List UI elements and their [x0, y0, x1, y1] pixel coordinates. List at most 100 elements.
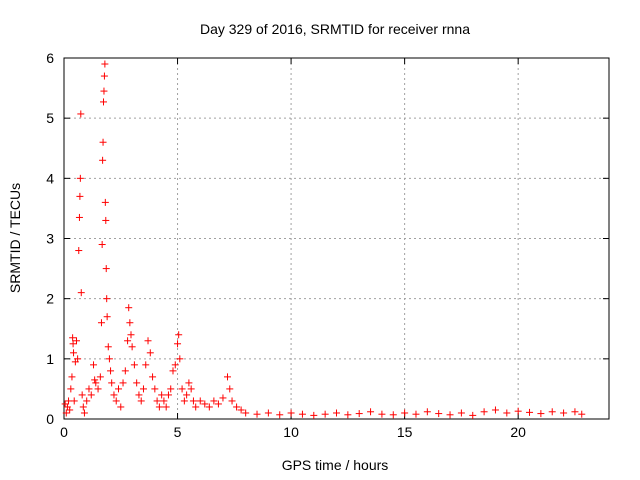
- data-point: [537, 410, 545, 418]
- data-point: [503, 409, 511, 417]
- data-point: [264, 409, 272, 417]
- data-point: [101, 198, 109, 206]
- data-point: [125, 304, 133, 312]
- y-tick-label: 0: [46, 411, 54, 427]
- data-point: [412, 410, 420, 418]
- data-point: [101, 60, 109, 68]
- data-point: [62, 409, 70, 417]
- x-tick-label: 5: [174, 424, 182, 440]
- data-point: [69, 334, 77, 342]
- data-point: [105, 355, 113, 363]
- y-tick-label: 1: [46, 351, 54, 367]
- x-tick-label: 20: [510, 424, 526, 440]
- data-point: [233, 403, 241, 411]
- data-point: [560, 409, 568, 417]
- chart-title: Day 329 of 2016, SRMTID for receiver rnn…: [200, 21, 470, 37]
- data-point: [137, 397, 145, 405]
- x-axis-label: GPS time / hours: [282, 457, 389, 473]
- data-point: [98, 241, 106, 249]
- data-point: [97, 319, 105, 327]
- data-point: [142, 361, 150, 369]
- data-point: [67, 385, 75, 393]
- data-point: [108, 379, 116, 387]
- data-point: [192, 403, 200, 411]
- data-point: [276, 411, 284, 419]
- data-point: [298, 410, 306, 418]
- data-point: [119, 379, 127, 387]
- data-point: [185, 379, 193, 387]
- data-point: [153, 397, 161, 405]
- data-point: [214, 400, 222, 408]
- data-point: [389, 411, 397, 419]
- data-point: [174, 340, 182, 348]
- data-point: [66, 406, 74, 414]
- data-point: [77, 110, 85, 118]
- data-point: [201, 400, 209, 408]
- data-point: [548, 408, 556, 416]
- data-point: [83, 397, 91, 405]
- data-point: [117, 403, 125, 411]
- data-point: [74, 355, 82, 363]
- y-tick-label: 3: [46, 231, 54, 247]
- data-point: [151, 385, 159, 393]
- data-point: [68, 373, 76, 381]
- data-point: [128, 343, 136, 351]
- data-point: [160, 397, 168, 405]
- data-point: [435, 410, 443, 418]
- data-point: [321, 410, 329, 418]
- data-point: [367, 408, 375, 416]
- data-point: [228, 397, 236, 405]
- data-point: [210, 397, 218, 405]
- data-point: [94, 385, 102, 393]
- data-point: [155, 403, 163, 411]
- data-point: [287, 409, 295, 417]
- data-point: [133, 379, 141, 387]
- data-point: [96, 373, 104, 381]
- data-point: [75, 213, 83, 221]
- data-point: [87, 391, 95, 399]
- data-point: [171, 361, 179, 369]
- y-tick-label: 4: [46, 170, 54, 186]
- data-point: [99, 138, 107, 146]
- data-point: [578, 410, 586, 418]
- data-point: [130, 361, 138, 369]
- data-point: [423, 408, 431, 416]
- data-point: [196, 397, 204, 405]
- data-point: [99, 156, 107, 164]
- data-point: [333, 409, 340, 417]
- data-point: [183, 391, 191, 399]
- data-point: [457, 409, 465, 417]
- data-point: [167, 385, 175, 393]
- data-point: [77, 289, 85, 297]
- data-point: [76, 192, 84, 200]
- data-point: [103, 295, 111, 303]
- y-axis-label: SRMTID / TECUs: [7, 183, 23, 293]
- data-point: [90, 361, 98, 369]
- data-point: [72, 337, 80, 345]
- data-point: [75, 247, 83, 255]
- y-tick-label: 5: [46, 110, 54, 126]
- data-point: [100, 87, 108, 95]
- data-point: [79, 403, 87, 411]
- data-point: [355, 410, 363, 418]
- data-point: [126, 319, 134, 327]
- data-point: [205, 403, 213, 411]
- data-point: [164, 391, 172, 399]
- data-point: [514, 407, 522, 415]
- data-point: [310, 411, 318, 419]
- data-point: [110, 391, 118, 399]
- data-point: [100, 98, 108, 106]
- data-point: [187, 385, 195, 393]
- data-point: [446, 411, 454, 419]
- data-point: [378, 410, 386, 418]
- data-point: [107, 367, 115, 375]
- data-point: [78, 391, 86, 399]
- data-point: [469, 411, 477, 419]
- data-point: [85, 385, 93, 393]
- data-point: [92, 379, 100, 387]
- data-point: [175, 331, 183, 339]
- data-point: [104, 343, 112, 351]
- data-point: [226, 385, 234, 393]
- data-point: [162, 403, 170, 411]
- data-point: [76, 174, 84, 182]
